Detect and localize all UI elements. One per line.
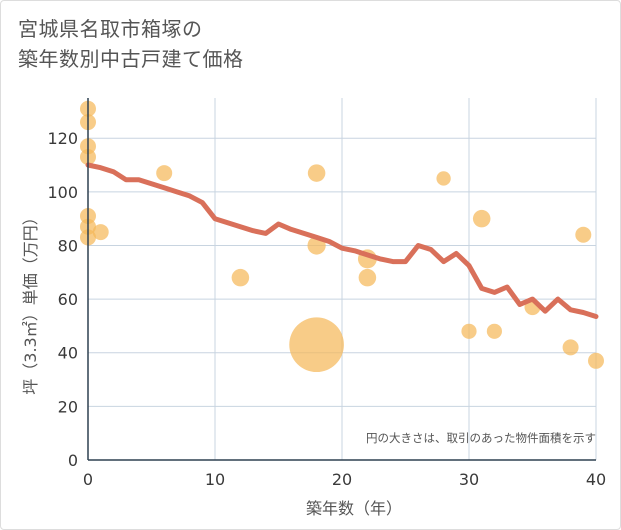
x-tick-label: 40	[586, 470, 606, 489]
data-bubble	[231, 268, 250, 287]
chart-title-line-1: 宮城県名取市箱塚の	[18, 17, 203, 41]
data-bubble	[436, 171, 451, 186]
data-bubble	[562, 339, 579, 356]
data-bubble	[588, 352, 604, 369]
y-tick-label: 80	[58, 236, 78, 255]
data-bubble	[486, 323, 502, 339]
data-bubble	[92, 224, 109, 241]
y-tick-label: 0	[68, 451, 78, 470]
data-bubble	[472, 209, 491, 228]
chart-title: 宮城県名取市箱塚の 築年数別中古戸建て価格	[18, 14, 244, 74]
y-tick-label: 120	[47, 129, 78, 148]
y-axis-title: 坪（3.3㎡）単価（万円）	[21, 209, 40, 394]
grid	[88, 98, 597, 460]
trend-line	[85, 162, 599, 319]
y-tick-label: 40	[58, 344, 78, 363]
data-bubble	[575, 226, 592, 243]
data-bubble	[358, 268, 377, 287]
y-tick-label: 60	[58, 290, 78, 309]
chart-title-line-2: 築年数別中古戸建て価格	[18, 47, 244, 71]
x-tick-label: 10	[205, 470, 225, 489]
data-bubble	[461, 323, 477, 339]
x-tick-label: 30	[459, 470, 479, 489]
trend-series	[85, 162, 599, 319]
data-bubble	[289, 317, 344, 373]
tick-labels: 0 10 20 30 40 0 20 40 60 80 100 120	[47, 129, 606, 489]
x-axis-title: 築年数（年）	[306, 499, 402, 518]
x-tick-label: 0	[83, 470, 93, 489]
y-tick-label: 20	[58, 397, 78, 416]
bubble-series	[80, 100, 604, 373]
x-tick-label: 20	[332, 470, 352, 489]
y-tick-label: 100	[47, 183, 78, 202]
data-bubble	[307, 164, 326, 182]
data-bubble	[156, 165, 173, 182]
axes	[87, 98, 596, 461]
size-annotation: 円の大きさは、取引のあった物件面積を示す	[366, 431, 596, 445]
